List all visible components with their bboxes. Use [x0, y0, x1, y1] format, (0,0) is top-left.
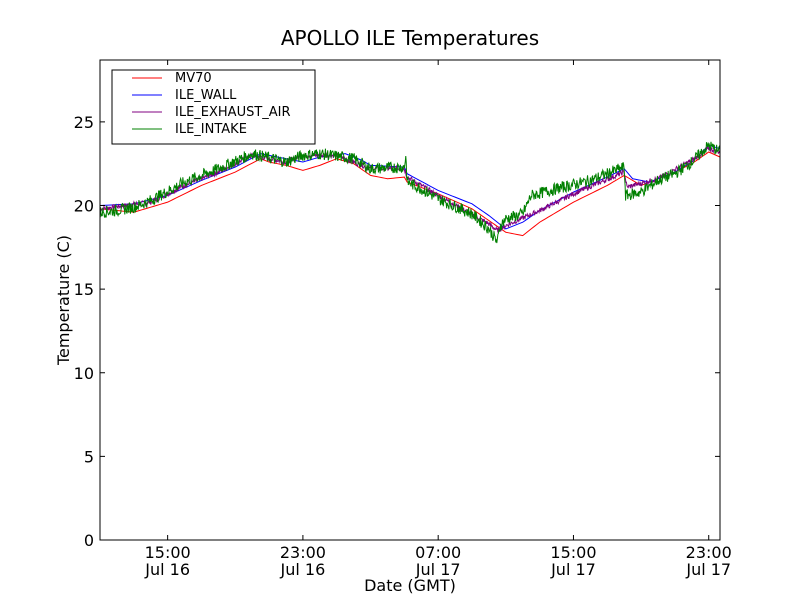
x-tick-label-time: 23:00	[686, 543, 732, 562]
x-tick-label-date: Jul 17	[415, 560, 461, 579]
chart-title: APOLLO ILE Temperatures	[281, 26, 539, 50]
x-tick-label-time: 23:00	[280, 543, 326, 562]
series-line-ile-exhaust-air	[99, 146, 721, 233]
series-layer	[99, 141, 721, 244]
legend-label: ILE_EXHAUST_AIR	[175, 105, 291, 120]
x-axis-label: Date (GMT)	[364, 576, 456, 595]
y-tick-label: 15	[74, 280, 94, 299]
legend-box	[111, 69, 316, 145]
series-line-ile-intake	[99, 141, 721, 244]
legend-label: ILE_INTAKE	[175, 122, 247, 137]
y-tick-label: 10	[74, 364, 94, 383]
x-tick-label-time: 15:00	[550, 543, 596, 562]
plot-frame	[99, 59, 721, 541]
x-tick-label-date: Jul 17	[550, 560, 596, 579]
x-tick-label-time: 15:00	[145, 543, 191, 562]
x-tick-label-date: Jul 16	[280, 560, 326, 579]
y-tick-label: 25	[74, 113, 94, 132]
x-tick-label-date: Jul 16	[144, 560, 190, 579]
x-tick-label-time: 07:00	[415, 543, 461, 562]
series-line-ile-wall	[99, 144, 721, 230]
y-tick-label: 20	[74, 197, 94, 216]
legend: MV70 ILE_WALL ILE_EXHAUST_AIR ILE_INTAKE	[111, 69, 316, 145]
legend-label: MV70	[175, 71, 212, 86]
legend-label: ILE_WALL	[175, 88, 237, 103]
y-axis-label: Temperature (C)	[54, 235, 73, 366]
y-tick-label: 5	[84, 447, 94, 466]
y-tick-label: 0	[84, 531, 94, 550]
series-line-mv70	[99, 151, 721, 237]
x-tick-label-date: Jul 17	[685, 560, 731, 579]
